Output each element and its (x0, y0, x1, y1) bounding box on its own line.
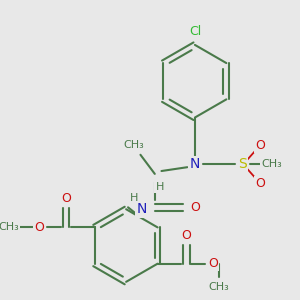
Text: N: N (136, 202, 147, 216)
Text: H: H (155, 182, 164, 192)
Text: CH₃: CH₃ (0, 222, 19, 233)
Text: Cl: Cl (189, 25, 201, 38)
Text: O: O (190, 201, 200, 214)
Text: N: N (190, 157, 200, 171)
Text: S: S (238, 157, 247, 171)
Text: O: O (255, 177, 265, 190)
Text: CH₃: CH₃ (208, 282, 229, 292)
Text: CH₃: CH₃ (123, 140, 144, 150)
Text: O: O (181, 229, 191, 242)
Text: O: O (255, 139, 265, 152)
Text: CH₃: CH₃ (261, 159, 282, 169)
Text: O: O (208, 257, 218, 270)
Text: H: H (130, 193, 138, 203)
Text: O: O (61, 192, 71, 205)
Text: O: O (34, 221, 44, 234)
